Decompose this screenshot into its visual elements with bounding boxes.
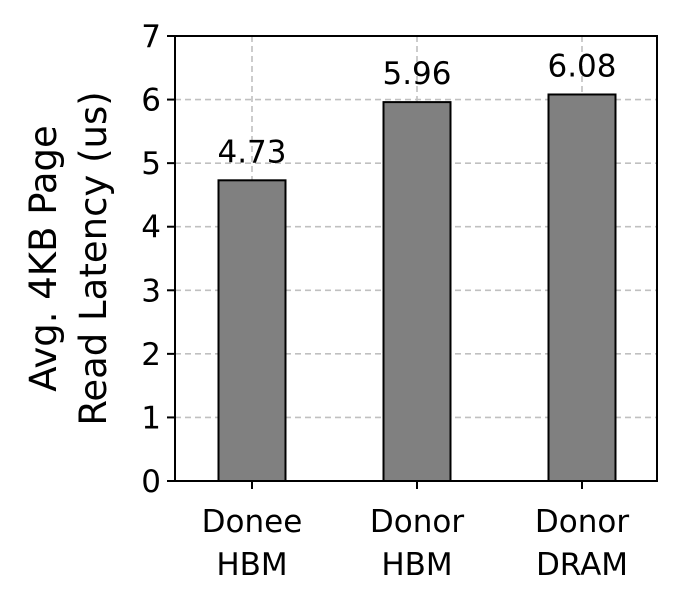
y-tick-label: 1	[141, 400, 161, 436]
x-tick-label: DRAM	[536, 547, 628, 583]
y-axis-label: Read Latency (us)	[72, 91, 115, 425]
data-label: 6.08	[547, 48, 616, 84]
y-tick-label: 0	[141, 464, 161, 500]
bar	[547, 93, 617, 482]
y-tick-label: 3	[141, 273, 161, 309]
y-tick-label: 4	[141, 210, 161, 246]
y-axis-label: Avg. 4KB Page	[22, 125, 65, 392]
bar	[217, 179, 287, 483]
bar	[382, 101, 452, 482]
data-label: 4.73	[217, 134, 286, 170]
y-tick-label: 2	[141, 337, 161, 373]
x-tick-label: Donor	[535, 504, 629, 540]
x-tick-label: HBM	[381, 547, 452, 583]
x-tick-label: Donee	[202, 504, 303, 540]
data-label: 5.96	[382, 56, 451, 92]
y-tick-label: 6	[141, 83, 161, 119]
y-tick-label: 5	[141, 146, 161, 182]
y-tick-label: 7	[141, 19, 161, 55]
x-tick-label: HBM	[216, 547, 287, 583]
x-tick-label: Donor	[370, 504, 464, 540]
